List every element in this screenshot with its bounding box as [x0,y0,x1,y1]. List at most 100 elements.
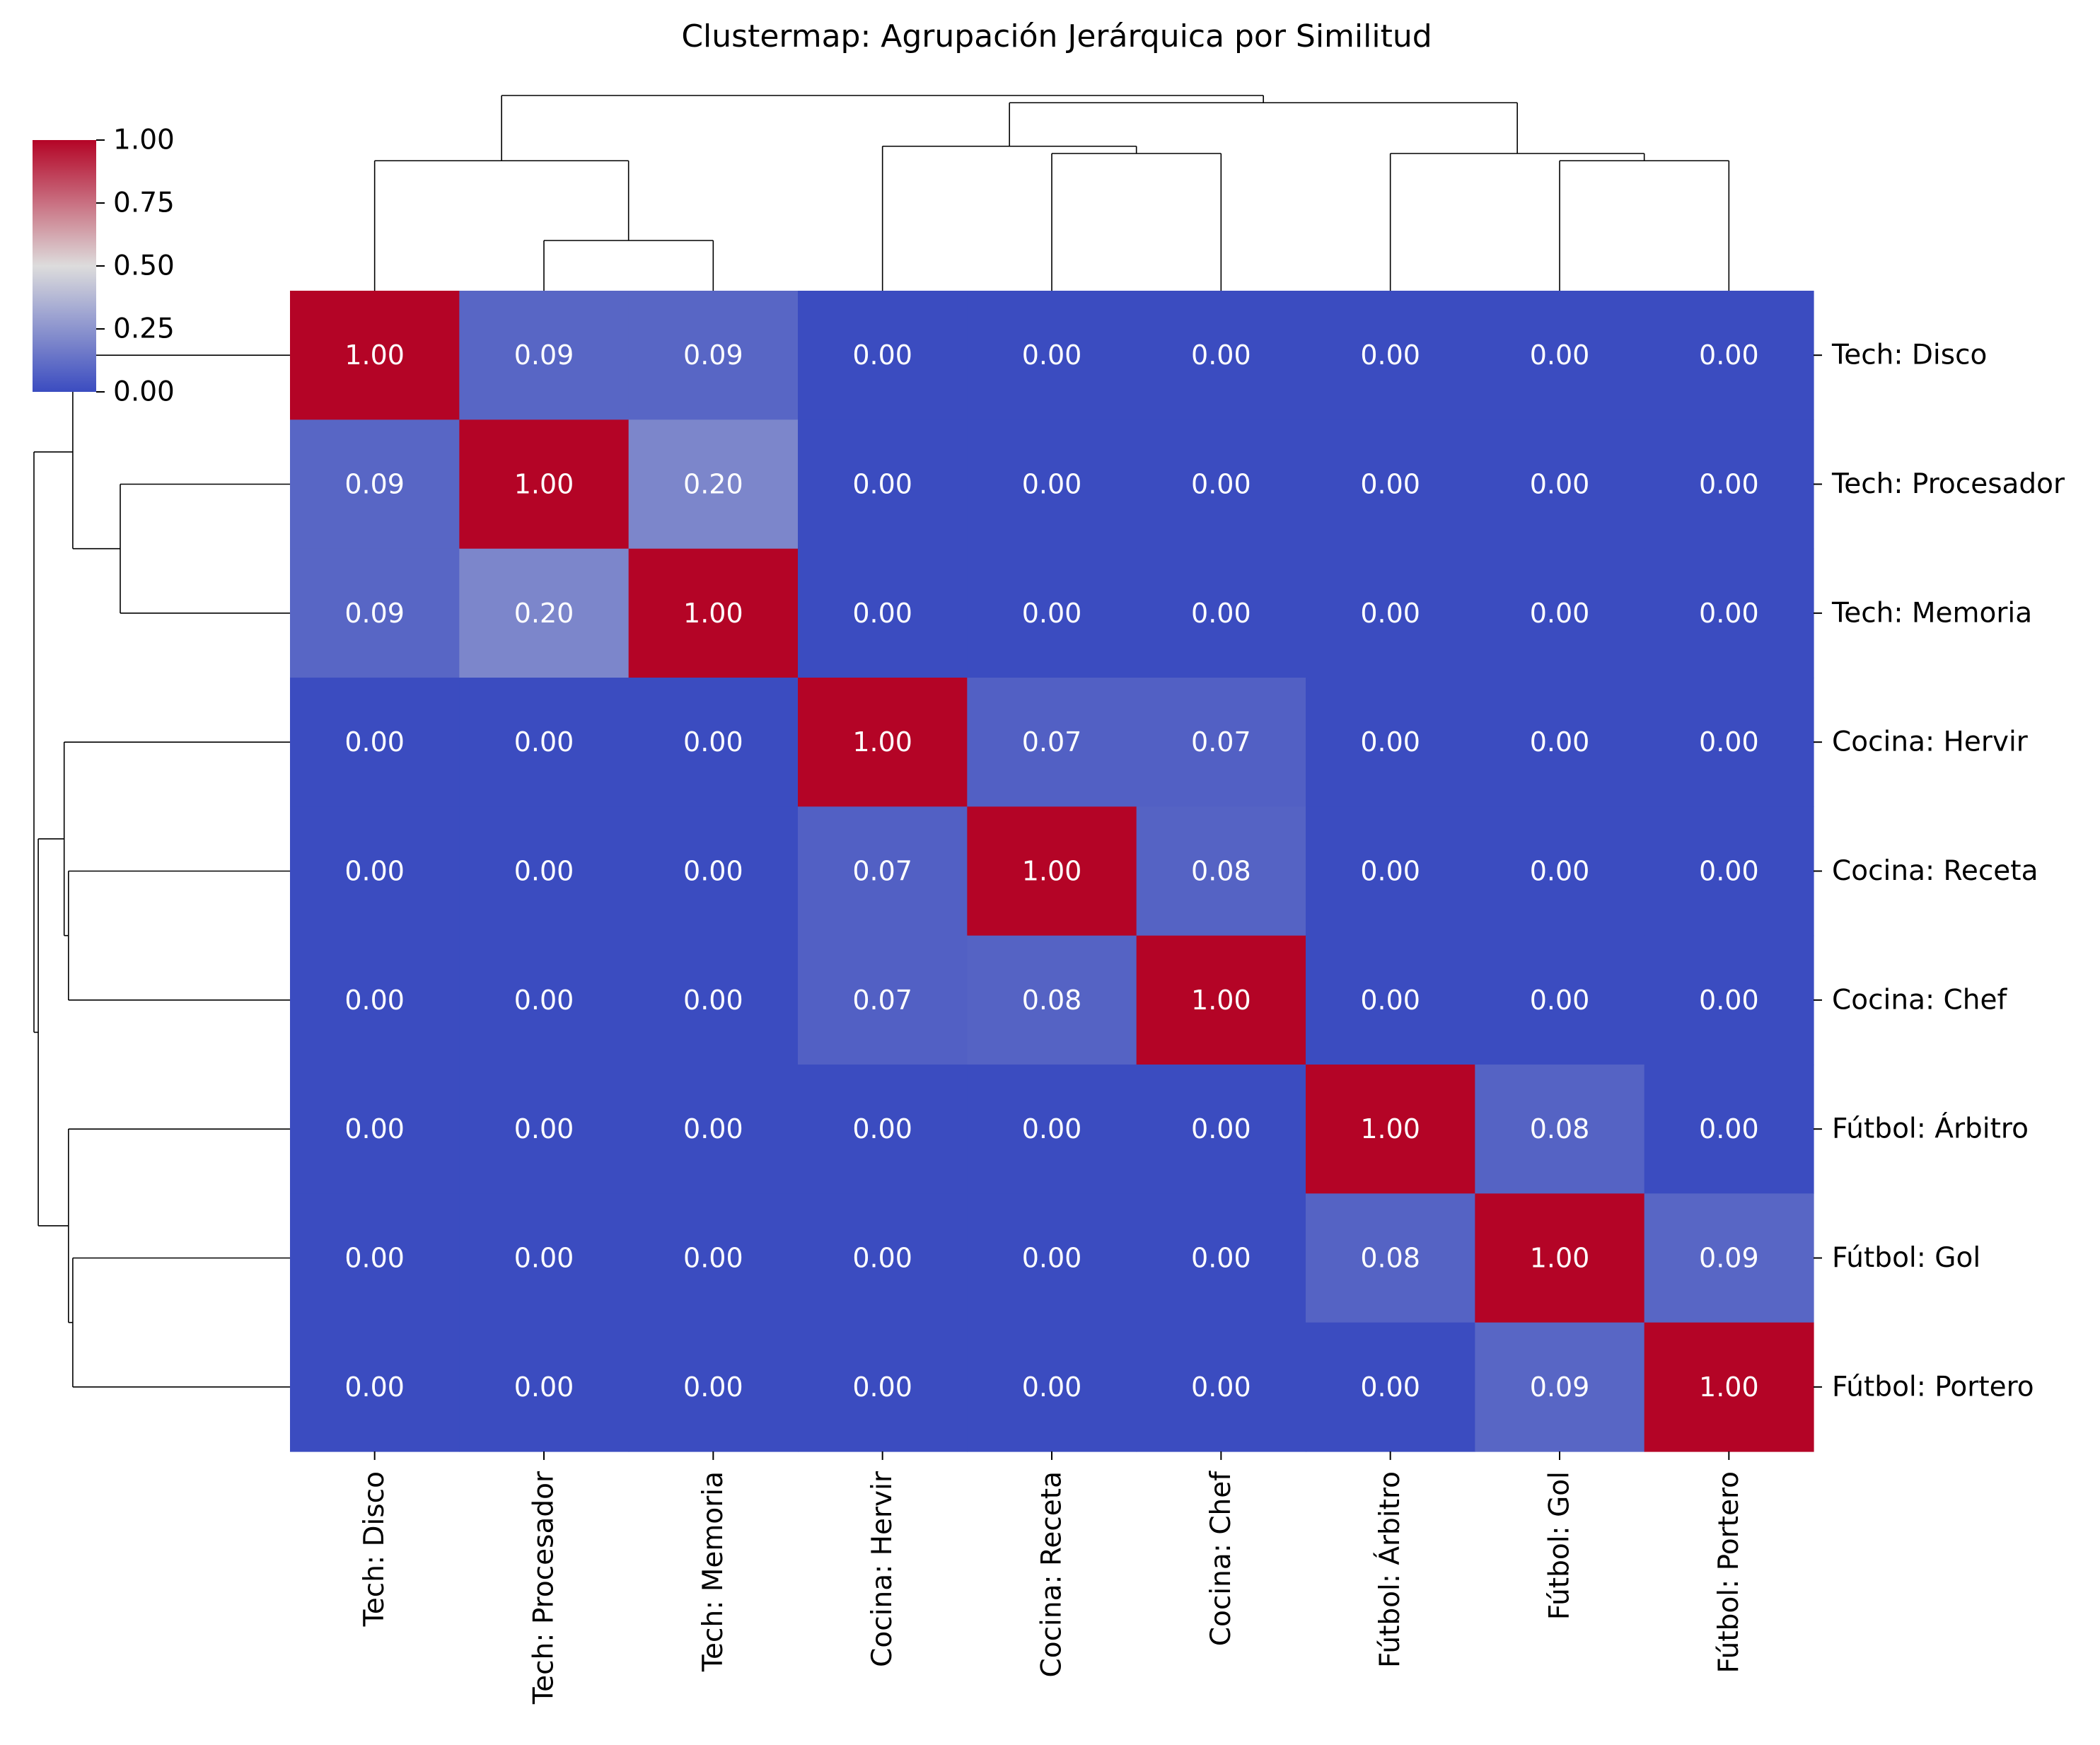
heatmap-cell [290,291,460,420]
cell-value-label: 0.00 [1191,1243,1251,1274]
cell-value-label: 1.00 [1530,1243,1590,1274]
cell-value-label: 0.00 [1530,726,1590,758]
heatmap-cell [1644,935,1814,1065]
cell-value-label: 1.00 [1022,856,1082,887]
heatmap-cell [1306,419,1475,550]
heatmap-cell [798,1065,968,1194]
heatmap-cell [459,291,630,420]
cell-value-label: 0.00 [1699,469,1759,500]
heatmap-cell [628,548,799,678]
heatmap-cell [1475,678,1645,807]
cell-value-label: 0.00 [852,598,912,629]
heatmap-cell [290,548,460,678]
colorbar-tick-label: 1.00 [113,124,175,156]
cell-value-label: 0.09 [514,340,574,371]
column-tick-label: Tech: Memoria [697,1471,729,1672]
heatmap-cell [798,1193,968,1323]
cell-value-label: 0.00 [1360,469,1420,500]
cell-value-label: 0.20 [514,598,574,629]
cell-value-label: 0.00 [514,1243,574,1274]
cell-value-label: 0.00 [514,856,574,887]
heatmap-cell [1475,1065,1645,1194]
cell-value-label: 0.00 [1699,856,1759,887]
heatmap-cell [1136,1322,1306,1452]
cell-value-label: 0.20 [683,469,743,500]
heatmap-cell [1644,806,1814,937]
heatmap-cell [1475,419,1645,550]
heatmap-cell [798,935,968,1065]
cell-value-label: 0.00 [1699,1113,1759,1144]
cell-value-label: 0.00 [683,726,743,758]
cell-value-label: 1.00 [344,340,405,371]
heatmap-cell [798,548,968,678]
heatmap-cell [1136,548,1306,678]
heatmap-cell [1475,935,1645,1065]
heatmap-cell [1306,548,1475,678]
colorbar-tick-label: 0.00 [113,376,175,408]
cell-value-label: 0.00 [683,985,743,1016]
heatmap-cell [1136,806,1306,937]
cell-value-label: 0.00 [344,1113,405,1144]
cell-value-label: 0.00 [1699,340,1759,371]
cell-value-label: 0.09 [344,469,405,500]
cell-value-label: 0.00 [683,1372,743,1403]
heatmap-cell [459,806,630,937]
row-tick-label: Cocina: Receta [1832,855,2038,887]
heatmap-cell [1475,548,1645,678]
row-tick-label: Cocina: Chef [1832,984,2007,1016]
heatmap-cell [1306,1322,1475,1452]
heatmap-cell [1306,806,1475,937]
cell-value-label: 0.00 [344,726,405,758]
cell-value-label: 1.00 [1191,985,1251,1016]
cell-value-label: 0.00 [1191,340,1251,371]
cell-value-label: 0.09 [344,598,405,629]
heatmap-cell [459,678,630,807]
cell-value-label: 0.00 [1360,340,1420,371]
cell-value-label: 0.09 [1530,1372,1590,1403]
colorbar: 0.00 0.25 0.50 0.75 1.00 [33,124,175,408]
heatmap-cell [967,806,1137,937]
cell-value-label: 1.00 [1360,1113,1420,1144]
cell-value-label: 0.08 [1191,856,1251,887]
cell-value-label: 0.00 [1530,340,1590,371]
cell-value-label: 0.00 [1022,1243,1082,1274]
row-tick-labels: Tech: Disco Tech: Procesador Tech: Memoria… [1814,340,2065,1403]
cell-value-label: 0.07 [852,856,912,887]
row-tick-label: Fútbol: Portero [1832,1371,2034,1403]
cell-value-label: 0.07 [1191,726,1251,758]
heatmap-cell [967,1322,1137,1452]
cell-value-label: 0.00 [1699,726,1759,758]
heatmap-cell [1644,419,1814,550]
row-tick-label: Fútbol: Gol [1832,1242,1980,1274]
heatmap-cell [1306,935,1475,1065]
column-tick-label: Fútbol: Árbitro [1373,1471,1406,1668]
heatmap-cell [628,1193,799,1323]
heatmap-cell [967,1193,1137,1323]
heatmap-cell [1136,291,1306,420]
heatmap-cell [459,419,630,550]
heatmap-cell [1644,291,1814,420]
heatmap-cell [628,419,799,550]
heatmap-cell [1644,1065,1814,1194]
cell-value-label: 0.00 [1530,856,1590,887]
colorbar-gradient [33,140,96,392]
cell-value-label: 0.00 [1191,469,1251,500]
heatmap-cell [1475,291,1645,420]
heatmap-cell [1306,1193,1475,1323]
cell-value-label: 0.00 [852,340,912,371]
heatmap-cells: 1.00 0.09 0.09 0.00 0.00 0.00 0.00 0.00 0.00 0.09… [290,291,1814,1452]
heatmap-cell [1644,678,1814,807]
column-tick-label: Cocina: Chef [1205,1471,1237,1646]
column-tick-labels: Tech: Disco Tech: Procesador Tech: Memoria… [359,1451,1745,1705]
heatmap-cell [1644,548,1814,678]
cell-value-label: 0.00 [1022,1372,1082,1403]
cell-value-label: 0.00 [514,985,574,1016]
cell-value-label: 0.00 [1360,1372,1420,1403]
heatmap-cell [628,806,799,937]
colorbar-tick-label: 0.50 [113,250,175,282]
cell-value-label: 0.00 [514,726,574,758]
heatmap-cell [459,1193,630,1323]
cell-value-label: 0.00 [1699,985,1759,1016]
heatmap-cell [1136,1193,1306,1323]
